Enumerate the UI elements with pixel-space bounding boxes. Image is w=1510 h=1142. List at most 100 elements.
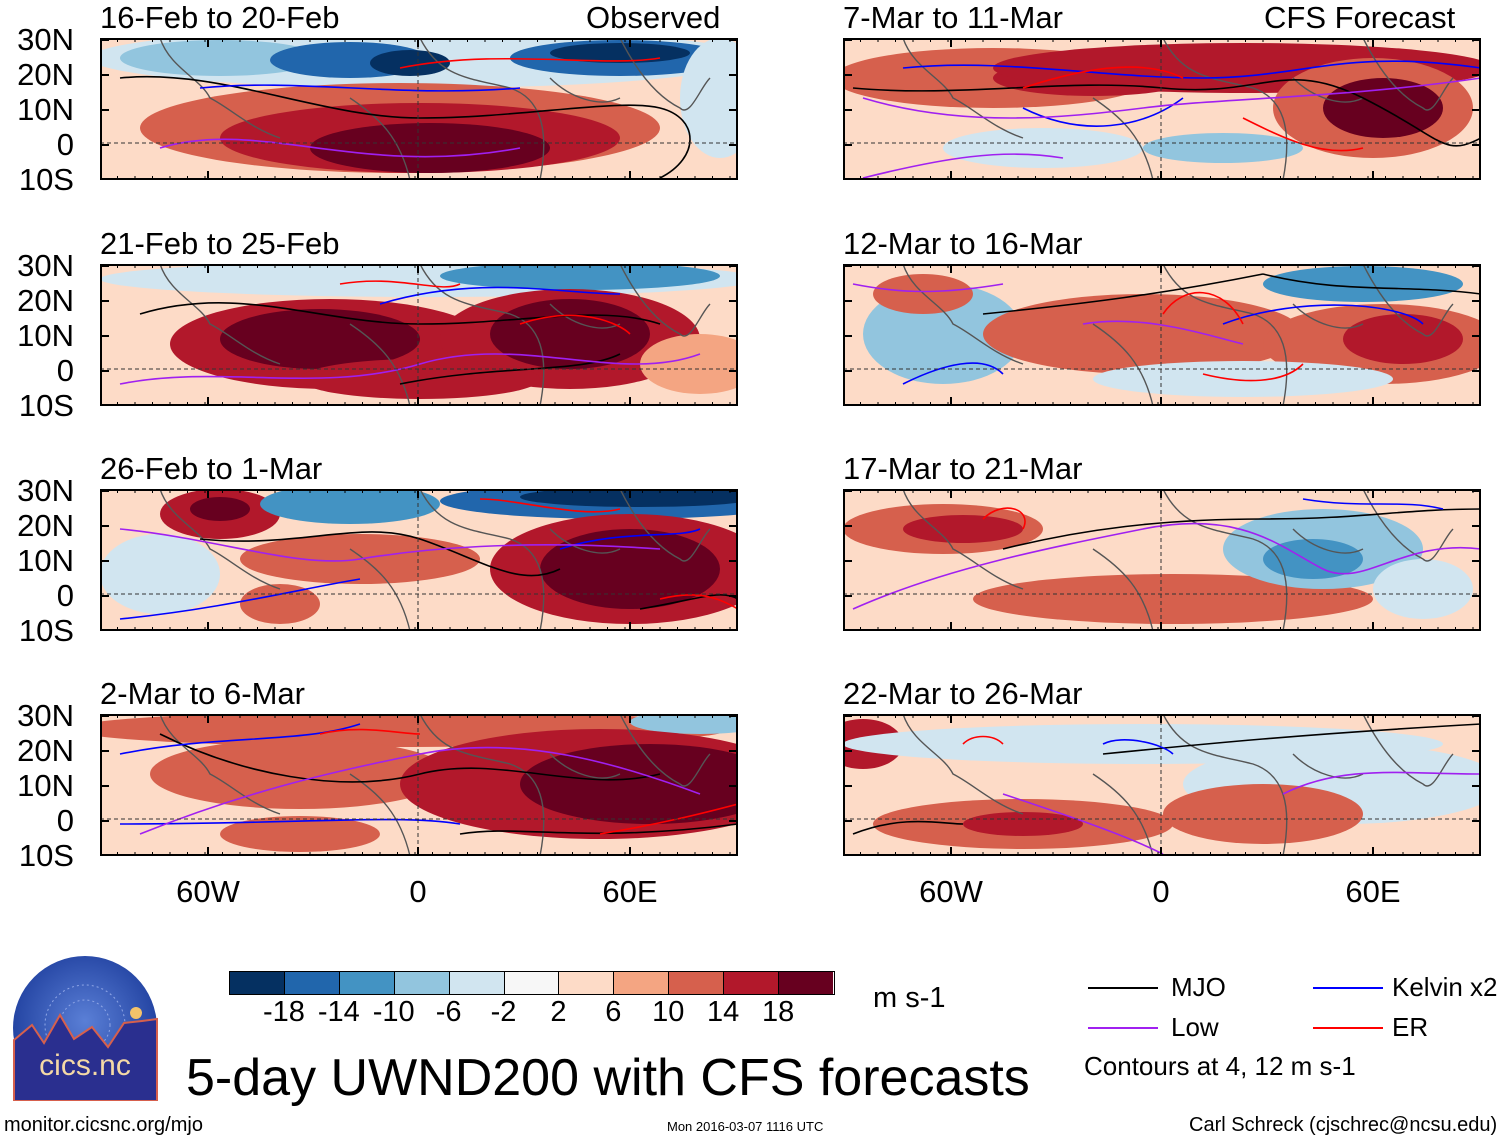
- wind-anomaly-region: [1143, 133, 1303, 163]
- contour-line: [139, 746, 701, 835]
- lon-label: 60W: [919, 874, 983, 909]
- panel-title: 22-Mar to 26-Mar: [843, 676, 1083, 711]
- wind-anomaly-region: [903, 515, 1023, 543]
- wind-anomaly-region: [1263, 266, 1463, 302]
- contour-line: [479, 498, 738, 610]
- figure-title: 5-day UWND200 with CFS forecasts: [186, 1049, 1030, 1107]
- forecast-label: CFS Forecast: [1264, 0, 1456, 35]
- colorbar-swatch: [284, 972, 340, 994]
- colorbar-swatch: [230, 972, 285, 994]
- wind-anomaly-region: [220, 309, 420, 369]
- contour-line: [982, 273, 1481, 315]
- panel-title: 12-Mar to 16-Mar: [843, 226, 1083, 261]
- panel-title: 21-Feb to 25-Feb: [100, 226, 340, 261]
- legend-low-label: Low: [1171, 1012, 1219, 1042]
- contour-line: [1022, 66, 1364, 152]
- wind-anomaly-region: [190, 497, 250, 521]
- contour-line: [1162, 291, 1304, 382]
- panel-title: 26-Feb to 1-Mar: [100, 451, 323, 486]
- contour-line: [1002, 508, 1481, 550]
- coastline: [159, 264, 711, 406]
- contour-line: [902, 304, 1424, 385]
- colorbar-tick-label: -2: [490, 996, 517, 1028]
- contour-line: [119, 353, 701, 385]
- wind-anomaly-region: [440, 264, 720, 290]
- coastline: [902, 38, 1454, 180]
- contour-line: [852, 723, 1481, 835]
- colorbar-tick-label: 18: [761, 996, 795, 1028]
- contour-line: [852, 79, 1481, 147]
- wind-anomaly-region: [370, 50, 450, 76]
- contour-line: [852, 283, 1244, 345]
- lat-label: 10N: [17, 768, 74, 803]
- wind-anomaly-region: [1343, 314, 1463, 364]
- lon-label: 0: [409, 874, 427, 909]
- wind-anomaly-region: [120, 40, 320, 76]
- lon-label: 60E: [1345, 874, 1401, 909]
- contour-line: [199, 84, 521, 92]
- contour-line: [1102, 739, 1174, 755]
- cics-logo: cics.nc: [12, 955, 158, 1102]
- wind-anomaly-region: [260, 489, 440, 524]
- colorbar-tick-label: -18: [262, 996, 305, 1028]
- wind-anomaly-region: [520, 744, 738, 824]
- contour-line: [852, 522, 1481, 610]
- observed-map-panel: [99, 489, 738, 632]
- forecast-map-panel: [842, 714, 1481, 857]
- lat-label: 10N: [17, 92, 74, 127]
- panel-title: 2-Mar to 6-Mar: [100, 676, 305, 711]
- lat-label: 30N: [17, 698, 74, 733]
- legend-kelvin-line: [1313, 987, 1383, 989]
- lat-label: 10S: [18, 613, 74, 648]
- wind-anomaly-region: [943, 128, 1143, 168]
- wind-anomaly-region: [300, 359, 540, 399]
- legend-low-line: [1088, 1027, 1158, 1029]
- contour-line: [982, 507, 1026, 530]
- colorbar-swatch: [394, 972, 450, 994]
- colorbar-swatch: [724, 972, 780, 994]
- coastline: [159, 489, 711, 631]
- colorbar-tick-label: -14: [317, 996, 360, 1028]
- wind-anomaly-region: [240, 584, 320, 624]
- colorbar-tick-label: 14: [707, 996, 740, 1028]
- lat-label: 0: [56, 578, 74, 613]
- wind-anomaly-region: [630, 714, 738, 734]
- panel-title: 7-Mar to 11-Mar: [843, 0, 1063, 35]
- colorbar-swatch: [449, 972, 505, 994]
- wind-anomaly-region: [150, 739, 450, 809]
- footer-timestamp: Mon 2016-03-07 1116 UTC: [667, 1119, 824, 1134]
- colorbar-swatch: [614, 972, 670, 994]
- panel-title: 16-Feb to 20-Feb: [100, 0, 340, 35]
- contour-line: [1002, 771, 1481, 855]
- lat-label: 20N: [17, 57, 74, 92]
- colorbar-swatch: [669, 972, 725, 994]
- lat-label: 0: [56, 803, 74, 838]
- observed-map-panel: [99, 264, 738, 407]
- colorbar-swatch: [559, 972, 615, 994]
- wind-anomaly-region: [1093, 361, 1393, 397]
- contour-line: [862, 77, 1481, 179]
- legend-mjo-line: [1088, 987, 1158, 989]
- wind-anomaly-region: [680, 38, 738, 158]
- forecast-map-panel: [842, 38, 1481, 181]
- lat-label: 0: [56, 127, 74, 162]
- colorbar-tick-label: 2: [550, 996, 567, 1028]
- lat-label: 30N: [17, 22, 74, 57]
- contour-note: Contours at 4, 12 m s-1: [1084, 1051, 1356, 1081]
- wind-anomaly-region: [640, 334, 738, 394]
- lat-label: 20N: [17, 508, 74, 543]
- contour-line: [159, 733, 738, 835]
- legend-mjo-label: MJO: [1171, 972, 1226, 1002]
- contour-line: [139, 302, 661, 385]
- footer-url[interactable]: monitor.cicsnc.org/mjo: [4, 1114, 203, 1136]
- wind-anomaly-region: [310, 123, 550, 173]
- contour-line: [1302, 498, 1444, 510]
- legend-kelvin-label: Kelvin x2: [1392, 972, 1498, 1002]
- contour-line: [399, 57, 661, 69]
- colorbar-tick-label: 6: [605, 996, 622, 1028]
- observed-map-panel: [99, 38, 738, 181]
- contour-line: [962, 735, 1004, 745]
- legend-er-line: [1313, 1027, 1383, 1029]
- contour-line: [119, 75, 691, 179]
